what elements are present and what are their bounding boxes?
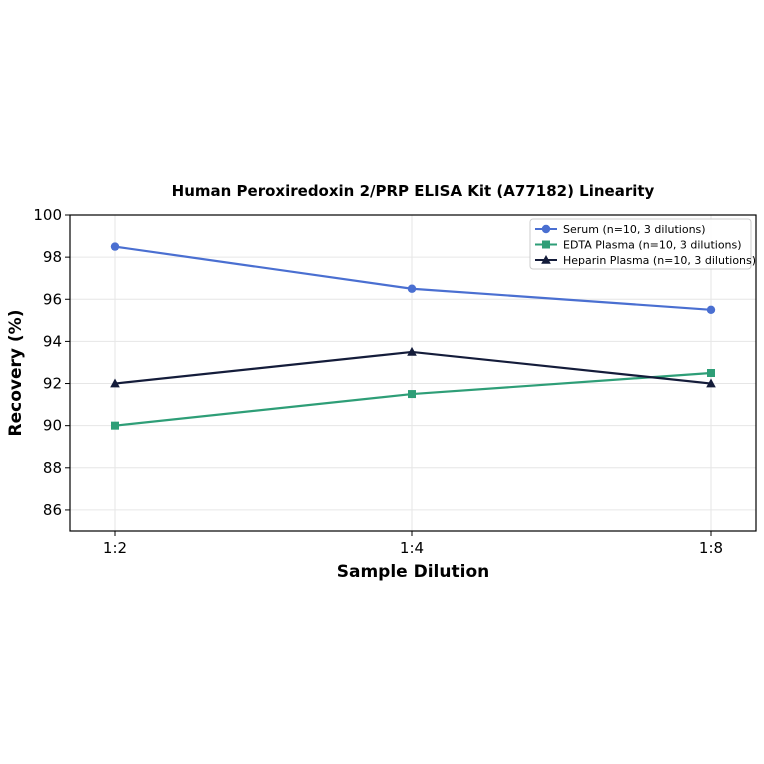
data-point xyxy=(110,242,120,251)
data-point xyxy=(110,378,120,388)
legend-label: EDTA Plasma (n=10, 3 dilutions) xyxy=(563,239,742,252)
y-axis-ticks: 86 88 90 92 94 96 98 100 xyxy=(33,206,70,519)
chart-title: Human Peroxiredoxin 2/PRP ELISA Kit (A77… xyxy=(172,182,655,200)
data-point xyxy=(407,284,417,293)
y-tick-label: 94 xyxy=(43,332,62,350)
legend-label: Serum (n=10, 3 dilutions) xyxy=(563,223,706,236)
y-tick-label: 86 xyxy=(43,501,62,519)
y-tick-label: 100 xyxy=(33,206,62,224)
y-tick-label: 98 xyxy=(43,248,62,266)
x-tick-label: 1:2 xyxy=(103,539,127,557)
series-line xyxy=(114,371,712,427)
x-axis-label: Sample Dilution xyxy=(337,562,489,582)
y-axis-label: Recovery (%) xyxy=(6,310,26,437)
data-point xyxy=(407,346,417,356)
y-tick-label: 90 xyxy=(43,417,62,435)
data-point xyxy=(408,390,416,399)
x-tick-label: 1:4 xyxy=(400,539,424,557)
y-tick-label: 92 xyxy=(43,375,62,393)
plot-area-frame xyxy=(69,214,757,532)
x-axis-ticks: 1:2 1:4 1:8 xyxy=(103,531,723,557)
data-point xyxy=(707,369,715,377)
y-tick-label: 88 xyxy=(43,459,62,477)
data-point xyxy=(706,378,716,388)
data-point xyxy=(706,305,716,314)
x-tick-label: 1:8 xyxy=(699,539,723,557)
legend-marker xyxy=(541,255,551,264)
legend-marker xyxy=(541,224,551,234)
legend-label: Heparin Plasma (n=10, 3 dilutions) xyxy=(563,254,756,267)
y-tick-label: 96 xyxy=(43,290,62,308)
data-point xyxy=(111,421,119,430)
legend-box xyxy=(529,218,752,270)
series-group xyxy=(110,242,716,430)
legend: Serum (n=10, 3 dilutions) EDTA Plasma (n=… xyxy=(529,218,756,270)
legend-marker xyxy=(542,240,550,249)
